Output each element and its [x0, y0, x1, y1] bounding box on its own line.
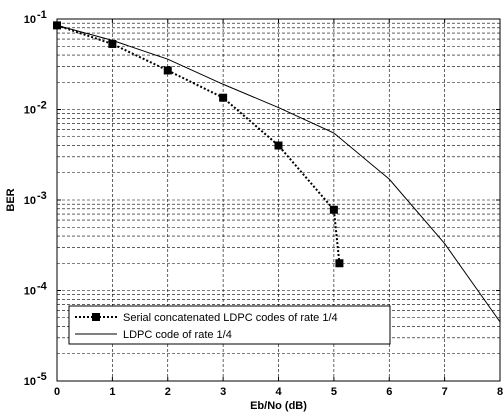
series-1-point [335, 259, 344, 268]
x-tick-label: 2 [165, 386, 171, 398]
y-tick-exponent: -5 [37, 371, 47, 383]
series-1-point [274, 141, 283, 150]
y-axis-label: BER [5, 188, 17, 211]
series-1-point [329, 205, 338, 214]
legend-label-1: Serial concatenated LDPC codes of rate 1… [123, 312, 338, 324]
legend-marker-1 [92, 313, 100, 321]
x-tick-label: 8 [497, 386, 503, 398]
legend-label-2: LDPC code of rate 1/4 [123, 329, 232, 341]
series-1-point [163, 66, 172, 75]
x-tick-label: 0 [54, 386, 60, 398]
x-tick-label: 1 [109, 386, 115, 398]
series-1-point [219, 93, 228, 102]
series-line-1 [56, 24, 341, 264]
y-tick-label: 10 [24, 195, 36, 207]
x-tick-label: 3 [220, 386, 226, 398]
series-1-point [108, 39, 117, 48]
x-tick-label: 7 [442, 386, 448, 398]
x-tick-label: 6 [386, 386, 392, 398]
y-tick-exponent: -3 [37, 190, 47, 202]
y-tick-label: 10 [24, 14, 36, 26]
ticks: 0 1 2 3 4 5 6 7 810-510-410-310-210-1 [24, 9, 503, 398]
series-line-2 [56, 24, 501, 323]
legend: Serial concatenated LDPC codes of rate 1… [68, 305, 391, 345]
x-axis-label: Eb/No (dB) [250, 400, 307, 412]
legend-box [68, 305, 391, 345]
y-tick-exponent: -1 [37, 9, 47, 21]
y-tick-label: 10 [24, 376, 36, 388]
y-tick-label: 10 [24, 105, 36, 117]
y-tick-label: 10 [24, 286, 36, 298]
x-tick-label: 5 [331, 386, 337, 398]
x-tick-label: 4 [275, 386, 282, 398]
y-tick-exponent: -2 [37, 100, 47, 112]
y-tick-exponent: -4 [37, 281, 48, 293]
series-layer [53, 21, 501, 323]
